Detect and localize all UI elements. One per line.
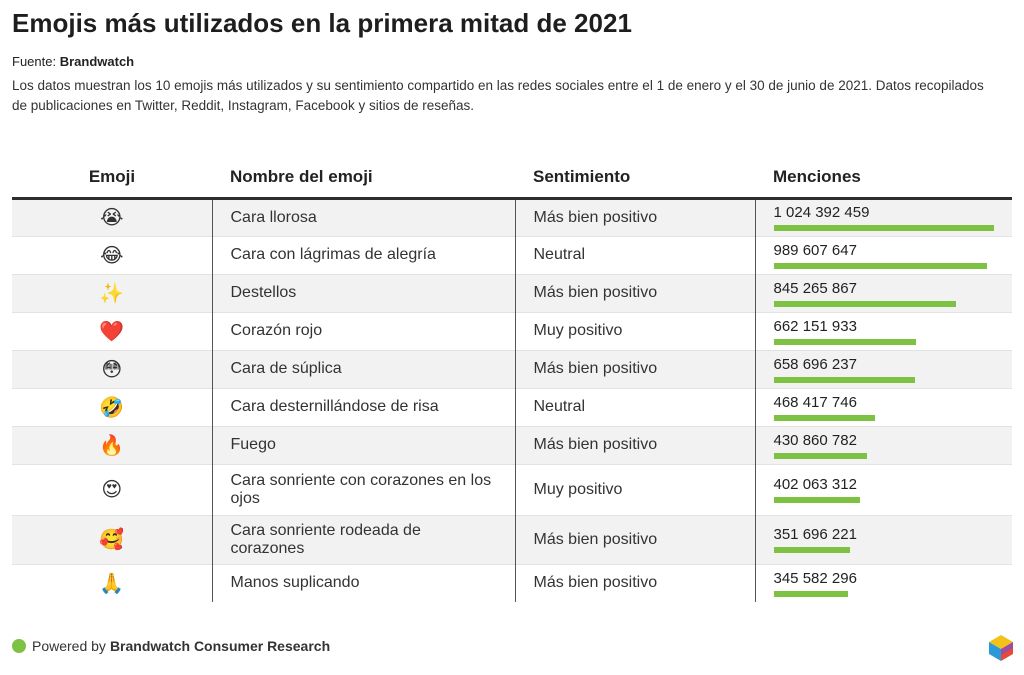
sentiment-cell: Más bien positivo (514, 425, 755, 464)
emoji-cell: 😭 (12, 197, 212, 236)
emoji-cell: 🤣 (12, 387, 212, 426)
mentions-cell: 658 696 237 (754, 349, 1012, 388)
table-body: 😭 Cara llorosa Más bien positivo 1 024 392 … (12, 197, 1012, 602)
source-name: Brandwatch (59, 54, 135, 69)
mentions-value: 430 860 782 (773, 431, 857, 449)
table-row: 😭 Cara llorosa Más bien positivo 1 024 392 … (12, 197, 1012, 236)
sentiment-cell: Muy positivo (514, 463, 755, 515)
chart-title: Emojis más utilizados en la primera mita… (12, 8, 632, 38)
emoji-cell: 🥰 (12, 514, 212, 564)
emoji-name-cell: Cara sonriente con corazones en los ojos (211, 463, 515, 515)
chart-description: Los datos muestran los 10 emojis más uti… (12, 78, 984, 113)
mentions-bar (773, 452, 867, 459)
mentions-bar-track (773, 452, 994, 459)
header-emoji: Emoji (12, 158, 212, 200)
emoji-cell: ✨ (12, 273, 212, 312)
mentions-bar (773, 376, 915, 383)
emoji-cell: 😍 (12, 463, 212, 515)
emoji-table: Emoji Nombre del emoji Sentimiento Menci… (12, 158, 1012, 602)
mentions-cell: 845 265 867 (754, 273, 1012, 312)
footer: Powered by Brandwatch Consumer Research (12, 638, 330, 654)
sentiment-cell: Neutral (514, 235, 755, 274)
sentiment-cell: Neutral (514, 387, 755, 426)
mentions-bar (773, 497, 860, 503)
mentions-bar (773, 547, 850, 553)
emoji-name-cell: Cara sonriente rodeada de corazones (211, 514, 515, 564)
brand-dot-icon (12, 639, 26, 653)
mentions-cell: 468 417 746 (754, 387, 1012, 426)
emoji-cell: 😳 (12, 349, 212, 388)
mentions-bar-track (773, 414, 994, 421)
table-row: ❤️ Corazón rojo Muy positivo 662 151 933 (12, 311, 1012, 350)
emoji-name-cell: Fuego (211, 425, 515, 464)
table-row: 😍 Cara sonriente con corazones en los ojo… (12, 463, 1012, 515)
emoji-name-cell: Manos suplicando (211, 563, 515, 602)
emoji-name-cell: Cara llorosa (211, 197, 515, 236)
mentions-bar (773, 262, 987, 269)
mentions-value: 658 696 237 (773, 355, 857, 373)
mentions-bar (773, 225, 994, 231)
mentions-cell: 662 151 933 (754, 311, 1012, 350)
emoji-name-cell: Corazón rojo (211, 311, 515, 350)
table-row: 🔥 Fuego Más bien positivo 430 860 782 (12, 425, 1012, 464)
header-mentions: Menciones (755, 158, 1012, 200)
sentiment-cell: Más bien positivo (514, 349, 755, 388)
powered-by-label: Powered by (32, 638, 106, 654)
table-row: 🙏 Manos suplicando Más bien positivo 345 58… (12, 563, 1012, 602)
mentions-value: 345 582 296 (773, 569, 857, 587)
mentions-bar-track (773, 338, 994, 345)
sentiment-cell: Más bien positivo (514, 197, 755, 236)
mentions-cell: 351 696 221 (754, 514, 1012, 564)
mentions-bar (773, 414, 875, 421)
mentions-cell: 989 607 647 (754, 235, 1012, 274)
mentions-value: 351 696 221 (773, 526, 857, 543)
source-line: Fuente: Brandwatch (12, 54, 134, 69)
mentions-bar (773, 590, 848, 597)
mentions-value: 1 024 392 459 (773, 204, 870, 221)
emoji-cell: 🔥 (12, 425, 212, 464)
mentions-value: 662 151 933 (773, 317, 857, 335)
mentions-cell: 402 063 312 (754, 463, 1012, 515)
sentiment-cell: Más bien positivo (514, 514, 755, 564)
brand-name: Brandwatch Consumer Research (109, 638, 331, 654)
table-row: 🥰 Cara sonriente rodeada de corazones Más … (12, 514, 1012, 564)
header-sentiment: Sentimiento (515, 158, 755, 200)
emoji-name-cell: Cara con lágrimas de alegría (211, 235, 515, 274)
brandwatch-logo-icon (989, 635, 1013, 661)
mentions-bar-track (773, 300, 994, 307)
mentions-bar-track (773, 376, 994, 383)
emoji-cell: 😂 (12, 235, 212, 274)
mentions-value: 845 265 867 (773, 279, 857, 297)
mentions-cell: 430 860 782 (754, 425, 1012, 464)
mentions-bar-track (773, 497, 994, 503)
mentions-value: 989 607 647 (773, 241, 857, 259)
mentions-bar (773, 338, 916, 345)
mentions-bar-track (773, 262, 994, 269)
emoji-name-cell: Cara desternillándose de risa (211, 387, 515, 426)
table-header-row: Emoji Nombre del emoji Sentimiento Menci… (12, 158, 1012, 200)
mentions-cell: 1 024 392 459 (754, 197, 1012, 236)
table-row: ✨ Destellos Más bien positivo 845 265 867 (12, 273, 1012, 312)
mentions-value: 468 417 746 (773, 393, 857, 411)
sentiment-cell: Más bien positivo (514, 563, 755, 602)
mentions-bar-track (773, 590, 994, 597)
emoji-cell: 🙏 (12, 563, 212, 602)
emoji-name-cell: Destellos (211, 273, 515, 312)
source-label: Fuente: (12, 54, 57, 69)
mentions-bar (773, 300, 956, 307)
table-row: 🤣 Cara desternillándose de risa Neutral 468… (12, 387, 1012, 426)
emoji-name-cell: Cara de súplica (211, 349, 515, 388)
header-name: Nombre del emoji (212, 158, 515, 200)
sentiment-cell: Muy positivo (514, 311, 755, 350)
sentiment-cell: Más bien positivo (514, 273, 755, 312)
emoji-cell: ❤️ (12, 311, 212, 350)
mentions-cell: 345 582 296 (754, 563, 1012, 602)
mentions-value: 402 063 312 (773, 476, 857, 493)
table-row: 😂 Cara con lágrimas de alegría Neutral 989 … (12, 235, 1012, 274)
mentions-bar-track (773, 225, 994, 231)
table-row: 😳 Cara de súplica Más bien positivo 658 696… (12, 349, 1012, 388)
mentions-bar-track (773, 547, 994, 553)
